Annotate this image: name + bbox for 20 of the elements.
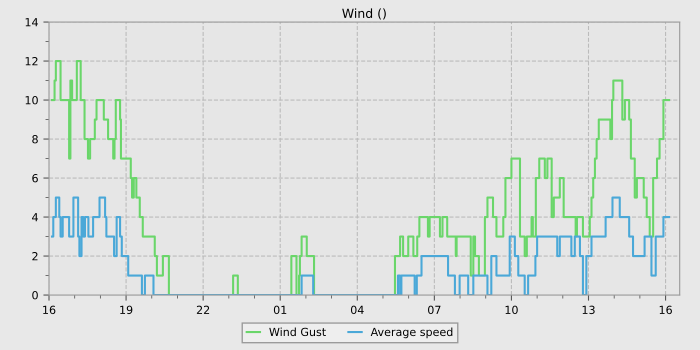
x-tick-label: 16: [43, 306, 56, 314]
x-tick-label: 07: [428, 306, 440, 314]
y-tick-label: 10: [26, 96, 38, 104]
x-tick-label: 10: [506, 306, 518, 314]
y-tick-label: 6: [32, 174, 38, 182]
y-tick-label: 14: [26, 18, 38, 26]
x-tick-label: 19: [120, 306, 132, 314]
chart-title: Wind (): [342, 8, 386, 20]
y-tick-label: 0: [32, 291, 38, 300]
y-tick-label: 2: [32, 252, 38, 260]
x-tick-label: 16: [660, 306, 672, 314]
x-tick-label: 04: [350, 306, 364, 314]
x-tick-label: 22: [196, 306, 210, 314]
y-tick-label: 12: [26, 57, 38, 66]
legend-label: Average speed: [370, 327, 452, 338]
y-tick-label: 4: [32, 213, 38, 222]
legend-label: Wind Gust: [269, 327, 326, 336]
y-tick-label: 8: [32, 135, 38, 144]
x-tick-label: 01: [274, 306, 286, 314]
x-tick-label: 13: [582, 306, 595, 314]
